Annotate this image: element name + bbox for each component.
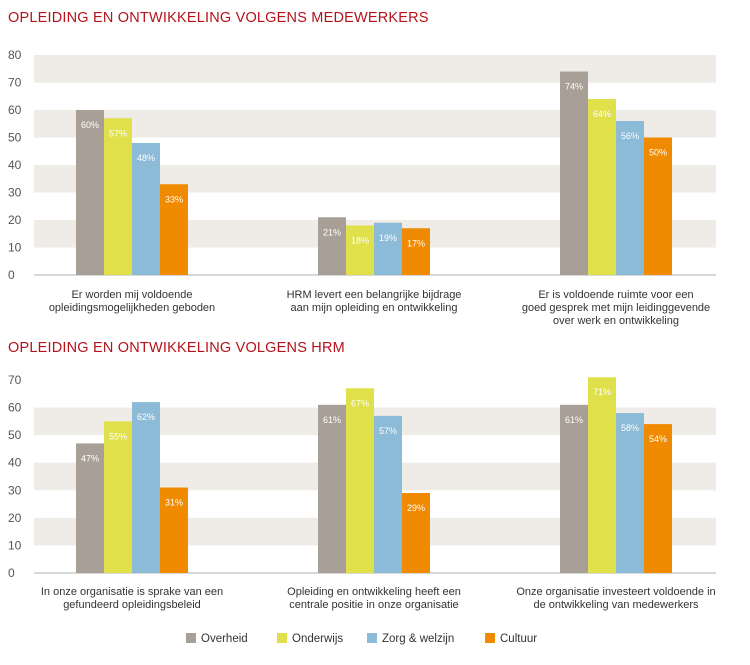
data-label: 61% [323, 415, 341, 425]
data-label: 67% [351, 398, 369, 408]
y-tick-label: 60 [8, 103, 22, 117]
bar-cultuur [160, 487, 188, 573]
y-tick-label: 10 [8, 538, 22, 552]
bar-zorg-welzijn [132, 143, 160, 275]
bar-overheid [560, 71, 588, 275]
data-label: 47% [81, 453, 99, 463]
category-label: HRM levert een belangrijke bijdrage [287, 289, 462, 301]
data-label: 62% [137, 412, 155, 422]
category-label: goed gesprek met mijn leidinggevende [522, 302, 710, 314]
bar-onderwijs [104, 421, 132, 573]
category-label: Er is voldoende ruimte voor een [538, 289, 693, 301]
category-label: over werk en ontwikkeling [553, 315, 679, 327]
y-tick-label: 80 [8, 48, 22, 62]
y-tick-label: 70 [8, 373, 22, 387]
y-tick-label: 10 [8, 241, 22, 255]
data-label: 19% [379, 233, 397, 243]
legend-entry: Zorg & welzijn [382, 633, 454, 645]
data-label: 57% [109, 128, 127, 138]
y-tick-label: 0 [8, 566, 15, 580]
y-tick-label: 20 [8, 511, 22, 525]
category-label: gefundeerd opleidingsbeleid [63, 599, 201, 611]
bar-cultuur [644, 424, 672, 573]
y-tick-label: 50 [8, 131, 22, 145]
category-label: In onze organisatie is sprake van een [41, 586, 223, 598]
y-tick-label: 20 [8, 213, 22, 227]
category-label: opleidingsmogelijkheden geboden [49, 302, 215, 314]
y-tick-label: 40 [8, 158, 22, 172]
bar-cultuur [160, 184, 188, 275]
bar-overheid [560, 404, 588, 573]
bar-overheid [318, 404, 346, 573]
data-label: 21% [323, 227, 341, 237]
data-label: 56% [621, 131, 639, 141]
chart-title: OPLEIDING EN ONTWIKKELING VOLGENS HRM [8, 340, 345, 356]
bar-overheid [76, 110, 104, 275]
chart-title: OPLEIDING EN ONTWIKKELING VOLGENS MEDEWE… [8, 10, 429, 26]
data-label: 33% [165, 194, 183, 204]
legend-entry: Overheid [201, 633, 248, 645]
y-tick-label: 0 [8, 268, 15, 282]
y-tick-label: 30 [8, 483, 22, 497]
bar-onderwijs [346, 388, 374, 573]
y-tick-label: 70 [8, 76, 22, 90]
grid-band [34, 55, 716, 83]
data-label: 57% [379, 426, 397, 436]
data-label: 54% [649, 434, 667, 444]
category-label: aan mijn opleiding en ontwikkeling [291, 302, 458, 314]
bar-onderwijs [346, 225, 374, 275]
data-label: 55% [109, 431, 127, 441]
bar-overheid [318, 217, 346, 275]
bar-zorg-welzijn [616, 121, 644, 275]
category-label: centrale positie in onze organisatie [289, 599, 458, 611]
data-label: 60% [81, 120, 99, 130]
category-label: de ontwikkeling van medewerkers [533, 599, 699, 611]
y-tick-label: 60 [8, 401, 22, 415]
data-label: 61% [565, 415, 583, 425]
y-tick-label: 30 [8, 186, 22, 200]
y-tick-label: 40 [8, 456, 22, 470]
legend-swatch [277, 633, 287, 643]
data-label: 58% [621, 423, 639, 433]
category-label: Er worden mij voldoende [71, 289, 192, 301]
bar-cultuur [644, 137, 672, 275]
data-label: 17% [407, 238, 425, 248]
data-label: 48% [137, 153, 155, 163]
legend-entry: Cultuur [500, 633, 537, 645]
data-label: 31% [165, 498, 183, 508]
bar-zorg-welzijn [616, 413, 644, 573]
legend-swatch [186, 633, 196, 643]
bar-cultuur [402, 228, 430, 275]
data-label: 50% [649, 148, 667, 158]
bar-zorg-welzijn [374, 222, 402, 275]
data-label: 74% [565, 82, 583, 92]
legend-entry: Onderwijs [292, 633, 343, 645]
legend-swatch [485, 633, 495, 643]
bar-onderwijs [588, 99, 616, 275]
category-label: Onze organisatie investeert voldoende in [516, 586, 715, 598]
bar-onderwijs [588, 377, 616, 573]
bar-onderwijs [104, 118, 132, 275]
legend-swatch [367, 633, 377, 643]
category-label: Opleiding en ontwikkeling heeft een [287, 586, 461, 598]
data-label: 64% [593, 109, 611, 119]
data-label: 18% [351, 236, 369, 246]
data-label: 29% [407, 503, 425, 513]
bar-zorg-welzijn [132, 402, 160, 573]
bar-overheid [76, 443, 104, 573]
bar-zorg-welzijn [374, 415, 402, 573]
y-tick-label: 50 [8, 428, 22, 442]
bar-cultuur [402, 493, 430, 573]
data-label: 71% [593, 387, 611, 397]
